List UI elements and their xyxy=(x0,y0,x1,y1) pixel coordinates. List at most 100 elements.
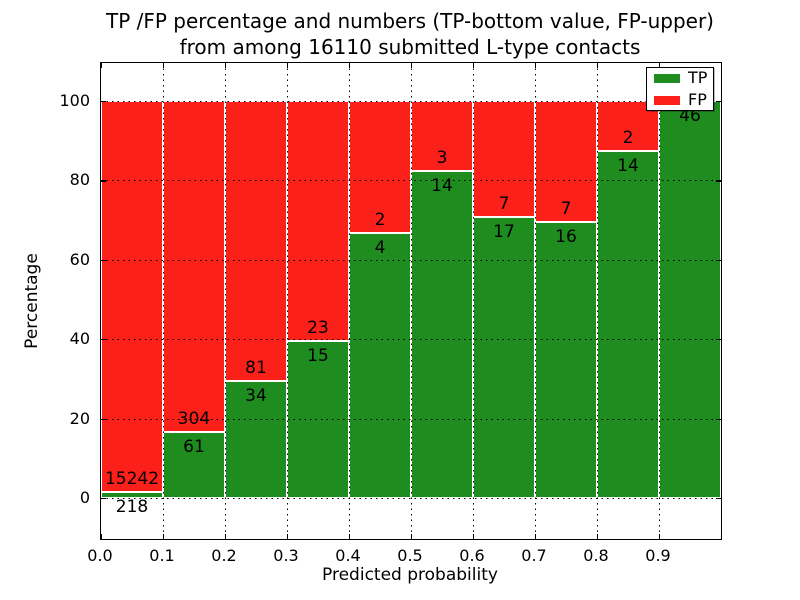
gridline-vertical xyxy=(163,63,164,539)
gridline-vertical xyxy=(473,63,474,539)
y-tick-label: 40 xyxy=(69,329,90,349)
y-tick-label: 60 xyxy=(69,249,90,269)
gridline-vertical xyxy=(225,63,226,539)
bar-segment-tp xyxy=(287,341,349,498)
y-tick-mark xyxy=(716,180,721,182)
x-tick-mark xyxy=(721,63,723,68)
tp-count-label: 61 xyxy=(183,436,205,457)
bar-segment-tp xyxy=(225,380,287,498)
x-tick-label: 0.2 xyxy=(211,546,237,565)
bar-segment-tp xyxy=(411,171,473,498)
x-tick-mark xyxy=(659,63,661,68)
x-tick-mark xyxy=(225,63,227,68)
chart-title-line1: TP /FP percentage and numbers (TP-bottom… xyxy=(106,9,714,33)
x-tick-mark xyxy=(597,63,599,68)
tp-count-label: 4 xyxy=(374,238,386,259)
y-tick-mark xyxy=(716,498,721,500)
y-tick-label: 20 xyxy=(69,408,90,428)
legend: TP FP xyxy=(646,67,714,111)
bar-segment-tp xyxy=(535,221,597,498)
tp-count-label: 17 xyxy=(493,221,515,242)
tp-count-label: 14 xyxy=(431,176,453,197)
y-tick-mark xyxy=(716,259,721,262)
y-tick-mark xyxy=(716,101,721,103)
chart-title: TP /FP percentage and numbers (TP-bottom… xyxy=(0,8,800,60)
bar-segment-tp xyxy=(597,150,659,498)
x-tick-mark xyxy=(411,534,413,539)
bar-segment-tp xyxy=(349,233,411,498)
x-tick-mark xyxy=(287,63,289,68)
bar-segment-tp xyxy=(659,101,721,498)
fp-count-label: 81 xyxy=(245,357,267,378)
fp-swatch-icon xyxy=(654,95,680,105)
legend-label-fp: FP xyxy=(688,90,707,109)
fp-count-label: 3 xyxy=(436,148,448,169)
y-tick-mark xyxy=(101,180,106,182)
gridline-vertical xyxy=(287,63,288,539)
y-tick-mark xyxy=(716,339,721,341)
x-tick-mark xyxy=(101,63,103,68)
x-tick-mark xyxy=(349,534,351,539)
gridline-vertical xyxy=(535,63,536,539)
legend-entry-fp: FP xyxy=(654,90,707,109)
bar-segment-fp xyxy=(163,101,225,432)
bar-segment-fp xyxy=(473,101,535,217)
x-tick-mark xyxy=(659,534,661,539)
x-tick-mark xyxy=(101,534,103,539)
x-tick-mark xyxy=(721,534,723,539)
fp-count-label: 304 xyxy=(177,408,211,429)
gridline-vertical xyxy=(659,63,660,539)
x-axis-label: Predicted probability xyxy=(322,565,498,585)
legend-label-tp: TP xyxy=(688,68,708,87)
y-axis-label: Percentage xyxy=(22,253,42,349)
fp-count-label: 15242 xyxy=(104,469,160,490)
x-tick-label: 0.4 xyxy=(335,546,361,565)
fp-count-label: 7 xyxy=(498,193,510,214)
tp-count-label: 34 xyxy=(245,385,267,406)
x-tick-mark xyxy=(349,63,351,68)
x-tick-label: 0.8 xyxy=(583,546,609,565)
fp-count-label: 2 xyxy=(374,210,386,231)
tp-count-label: 16 xyxy=(555,226,577,247)
legend-entry-tp: TP xyxy=(654,68,708,87)
x-tick-mark xyxy=(535,534,537,539)
fp-count-label: 2 xyxy=(622,127,634,148)
x-tick-mark xyxy=(411,63,413,68)
y-tick-label: 80 xyxy=(69,170,90,190)
x-tick-mark xyxy=(473,63,475,68)
bar-segment-fp xyxy=(535,101,597,222)
y-tick-mark xyxy=(101,418,106,420)
tp-count-label: 46 xyxy=(679,106,701,126)
bar-segment-tp xyxy=(473,216,535,498)
x-tick-mark xyxy=(473,534,475,539)
x-tick-mark xyxy=(163,534,165,539)
y-tick-mark xyxy=(101,498,106,500)
y-tick-mark xyxy=(101,101,106,103)
bar-segment-fp xyxy=(411,101,473,172)
bar-segment-tp xyxy=(101,492,163,498)
x-tick-label: 0.0 xyxy=(87,546,113,565)
fp-count-label: 23 xyxy=(307,318,329,339)
y-tick-label: 100 xyxy=(59,91,90,110)
x-tick-mark xyxy=(287,534,289,539)
gridline-vertical xyxy=(597,63,598,539)
plot-area: 15242218304618134231524314717716214046 xyxy=(100,62,723,540)
bar-segment-fp xyxy=(287,101,349,342)
bar-segment-fp xyxy=(101,101,163,493)
y-tick-mark xyxy=(716,418,721,420)
x-tick-mark xyxy=(597,534,599,539)
x-tick-label: 0.3 xyxy=(273,546,299,565)
gridline-vertical xyxy=(411,63,412,539)
fp-count-label: 7 xyxy=(560,198,572,219)
x-tick-label: 0.6 xyxy=(459,546,485,565)
tp-count-label: 14 xyxy=(617,155,639,176)
gridline-vertical xyxy=(349,63,350,539)
tp-swatch-icon xyxy=(654,73,680,83)
x-tick-mark xyxy=(225,534,227,539)
bar-segment-tp xyxy=(163,431,225,498)
x-tick-label: 0.7 xyxy=(521,546,547,565)
x-tick-label: 0.1 xyxy=(149,546,175,565)
x-tick-label: 0.5 xyxy=(397,546,423,565)
x-tick-label: 0.9 xyxy=(645,546,671,565)
